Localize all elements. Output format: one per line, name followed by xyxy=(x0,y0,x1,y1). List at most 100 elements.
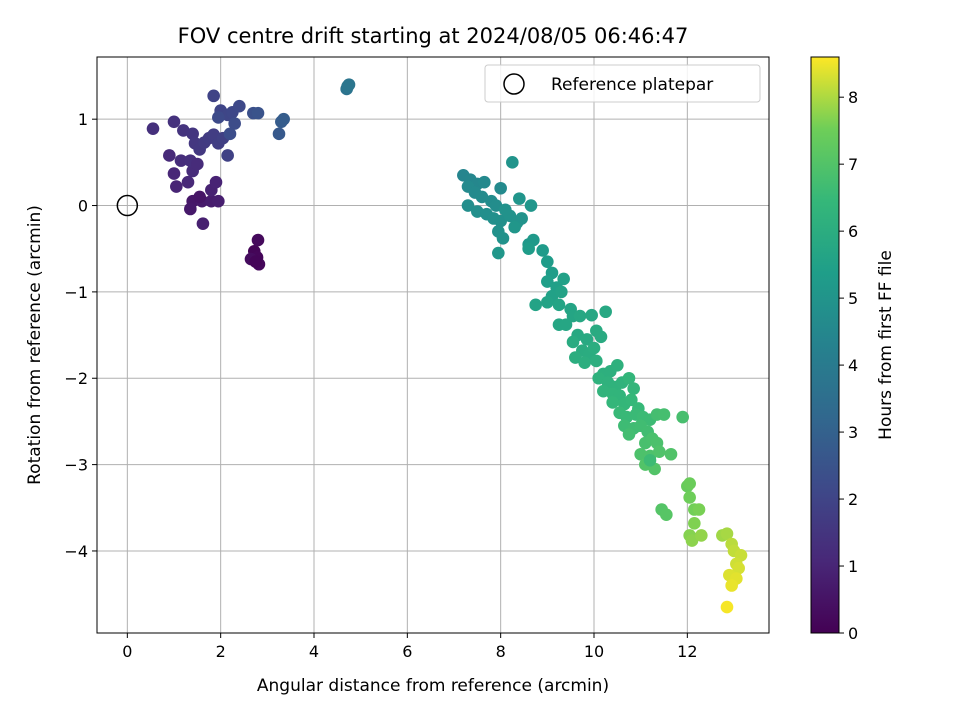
data-point xyxy=(557,272,570,286)
data-point xyxy=(590,354,603,368)
y-axis-label: Rotation from reference (arcmin) xyxy=(25,205,45,485)
data-point xyxy=(272,127,286,141)
legend-label: Reference platepar xyxy=(551,75,713,95)
x-tick-label: 8 xyxy=(496,642,506,661)
data-point xyxy=(676,410,689,424)
data-point xyxy=(506,156,519,169)
data-point xyxy=(496,232,510,245)
data-point xyxy=(622,371,636,385)
x-tick-label: 12 xyxy=(677,642,697,661)
data-point xyxy=(513,192,526,205)
y-tick-label: −1 xyxy=(64,283,88,302)
data-point xyxy=(585,308,598,322)
data-point xyxy=(146,122,160,135)
data-point xyxy=(209,175,223,189)
data-point xyxy=(541,255,554,268)
data-point xyxy=(461,199,475,212)
data-point xyxy=(167,167,181,180)
colorbar-label: Hours from first FF file xyxy=(876,250,896,440)
data-point xyxy=(688,517,701,530)
x-tick-label: 0 xyxy=(122,642,132,661)
data-point xyxy=(634,447,647,461)
x-axis-label: Angular distance from reference (arcmin) xyxy=(257,676,609,696)
data-point xyxy=(720,600,734,614)
data-point xyxy=(573,309,587,323)
data-point xyxy=(660,508,673,521)
data-point xyxy=(720,527,734,540)
plot-area-frame xyxy=(96,56,770,634)
y-tick-label: 0 xyxy=(78,197,88,216)
data-point xyxy=(174,154,188,167)
y-axis-ticks: −4 −3 −2 −1 0 1 xyxy=(64,110,97,561)
data-point xyxy=(725,579,738,592)
colorbar-tick-label: 3 xyxy=(848,423,858,442)
data-point xyxy=(685,534,699,547)
y-tick-label: −2 xyxy=(64,369,88,388)
data-point xyxy=(233,99,246,113)
legend-marker xyxy=(503,73,525,95)
data-point xyxy=(606,396,619,409)
data-point xyxy=(228,117,241,130)
data-point xyxy=(566,335,580,349)
chart-title: FOV centre drift starting at 2024/08/05 … xyxy=(178,24,689,48)
data-point xyxy=(536,244,549,257)
data-point xyxy=(569,351,582,364)
data-point xyxy=(653,445,666,458)
data-point xyxy=(580,333,594,346)
data-point xyxy=(522,242,535,256)
colorbar xyxy=(810,56,840,634)
legend-box xyxy=(484,64,761,103)
data-point xyxy=(695,529,708,542)
data-point xyxy=(186,127,199,141)
y-tick-label: −4 xyxy=(64,542,88,561)
y-tick-label: −3 xyxy=(64,456,88,475)
colorbar-tick-label: 5 xyxy=(848,289,858,308)
data-point xyxy=(212,194,225,208)
data-point xyxy=(181,175,195,189)
data-point xyxy=(494,181,507,195)
data-point xyxy=(163,149,176,162)
colorbar-ticks: 0 1 2 3 4 5 6 7 8 xyxy=(839,88,858,643)
data-point xyxy=(732,561,745,575)
data-point xyxy=(657,408,671,421)
x-tick-label: 6 xyxy=(402,642,412,661)
colorbar-tick-label: 4 xyxy=(848,356,858,375)
data-point xyxy=(622,428,636,441)
data-point xyxy=(251,106,265,120)
data-point xyxy=(193,190,206,204)
data-point xyxy=(587,341,601,355)
colorbar-tick-label: 2 xyxy=(848,490,858,509)
data-point xyxy=(207,89,220,103)
data-point xyxy=(692,503,706,516)
data-point xyxy=(625,393,638,407)
data-point xyxy=(683,477,696,490)
data-point xyxy=(277,112,290,126)
reference-marker xyxy=(116,194,139,217)
data-point xyxy=(221,149,234,162)
colorbar-tick-label: 7 xyxy=(848,155,858,174)
data-point xyxy=(478,175,491,189)
data-point xyxy=(683,491,696,504)
x-axis-ticks: 0 2 4 6 8 10 12 xyxy=(122,633,698,661)
data-point xyxy=(492,246,505,260)
data-point xyxy=(664,447,678,461)
data-point xyxy=(515,212,528,225)
data-point xyxy=(167,115,181,129)
data-point xyxy=(611,358,624,372)
data-point xyxy=(191,157,204,171)
data-point xyxy=(541,275,554,288)
data-points xyxy=(146,78,748,614)
data-point xyxy=(555,285,568,299)
colorbar-tick-label: 6 xyxy=(848,222,858,241)
data-point xyxy=(170,180,183,193)
data-point xyxy=(627,382,640,395)
data-point xyxy=(249,255,262,268)
data-point xyxy=(499,203,512,217)
data-point xyxy=(223,127,237,141)
data-point xyxy=(541,295,554,309)
data-point xyxy=(524,199,538,212)
x-tick-label: 2 xyxy=(216,642,226,661)
data-point xyxy=(552,298,566,312)
legend: Reference platepar xyxy=(484,64,761,103)
data-point xyxy=(494,214,507,228)
